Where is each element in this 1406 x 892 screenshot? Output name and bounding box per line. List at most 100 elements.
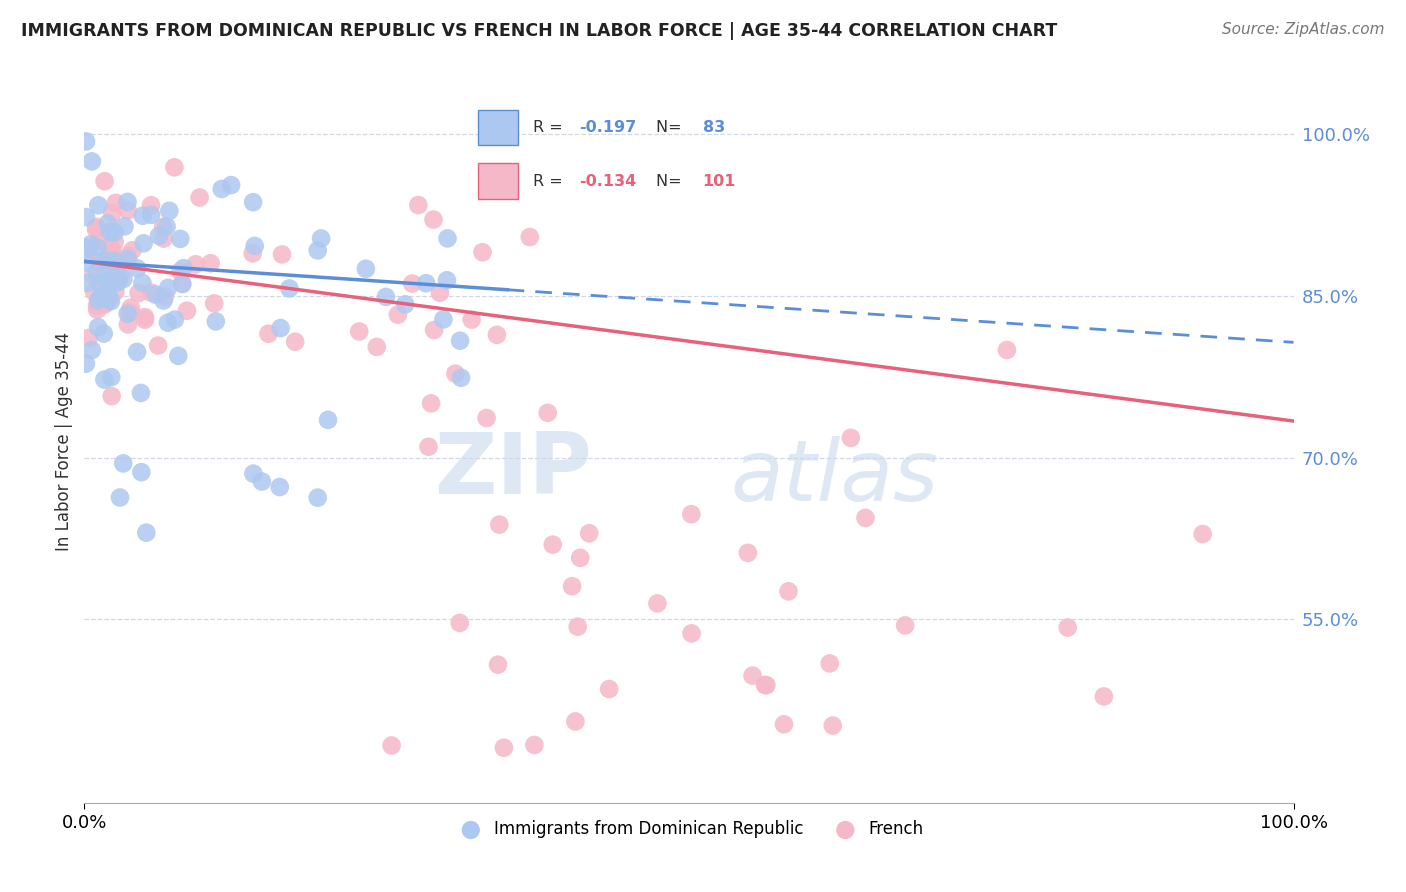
Point bbox=[101, 206, 124, 220]
Point bbox=[103, 253, 125, 268]
Point bbox=[128, 286, 150, 301]
Point bbox=[98, 239, 121, 253]
Point bbox=[127, 261, 149, 276]
Point bbox=[773, 717, 796, 731]
Point bbox=[1092, 690, 1115, 704]
Point bbox=[271, 247, 294, 261]
Point bbox=[117, 249, 139, 263]
Point bbox=[118, 305, 141, 319]
Point bbox=[120, 301, 142, 315]
Point bbox=[100, 370, 122, 384]
Point bbox=[117, 307, 139, 321]
Point bbox=[250, 475, 273, 489]
Point bbox=[354, 261, 377, 276]
Point bbox=[394, 297, 416, 311]
Point bbox=[80, 343, 103, 357]
Point bbox=[97, 257, 120, 271]
Point bbox=[172, 277, 194, 291]
Point bbox=[444, 367, 467, 381]
Point bbox=[145, 287, 167, 301]
Point bbox=[486, 657, 509, 672]
Point bbox=[205, 314, 228, 328]
Point bbox=[112, 272, 135, 286]
Point bbox=[139, 285, 162, 300]
Point bbox=[153, 289, 176, 303]
Point bbox=[163, 312, 186, 326]
Point bbox=[349, 325, 371, 339]
Point bbox=[284, 334, 307, 349]
Point bbox=[87, 320, 110, 334]
Point bbox=[121, 244, 143, 258]
Point bbox=[80, 154, 103, 169]
Point bbox=[86, 302, 108, 317]
Point bbox=[101, 244, 124, 258]
Point bbox=[488, 517, 510, 532]
Point bbox=[117, 252, 139, 266]
Y-axis label: In Labor Force | Age 35-44: In Labor Force | Age 35-44 bbox=[55, 332, 73, 551]
Point bbox=[366, 340, 388, 354]
Point bbox=[420, 396, 443, 410]
Point bbox=[104, 263, 127, 277]
Point bbox=[681, 626, 703, 640]
Point bbox=[77, 331, 100, 345]
Point bbox=[134, 310, 156, 325]
Point bbox=[485, 327, 508, 342]
Point bbox=[155, 219, 177, 234]
Point bbox=[87, 255, 110, 269]
Point bbox=[107, 275, 129, 289]
Point bbox=[93, 326, 115, 341]
Point bbox=[569, 550, 592, 565]
Point bbox=[146, 338, 169, 352]
Point bbox=[436, 231, 458, 245]
Point bbox=[108, 255, 131, 269]
Point bbox=[578, 526, 600, 541]
Point bbox=[460, 312, 482, 326]
Point bbox=[117, 203, 139, 218]
Point bbox=[132, 209, 155, 223]
Point bbox=[93, 296, 115, 310]
Point bbox=[167, 349, 190, 363]
Point bbox=[429, 285, 451, 300]
Point bbox=[141, 208, 163, 222]
Point bbox=[96, 294, 118, 309]
Point bbox=[1191, 527, 1213, 541]
Point bbox=[561, 579, 583, 593]
Legend: Immigrants from Dominican Republic, French: Immigrants from Dominican Republic, Fren… bbox=[447, 814, 931, 845]
Point bbox=[778, 584, 800, 599]
Point bbox=[242, 467, 264, 481]
Point bbox=[86, 219, 108, 234]
Point bbox=[387, 308, 409, 322]
Point bbox=[139, 198, 162, 212]
Point bbox=[104, 195, 127, 210]
Point bbox=[93, 253, 115, 268]
Point bbox=[156, 316, 179, 330]
Point bbox=[75, 255, 97, 269]
Point bbox=[84, 222, 107, 236]
Text: atlas: atlas bbox=[730, 436, 938, 519]
Point bbox=[76, 241, 98, 255]
Point bbox=[537, 406, 560, 420]
Point bbox=[598, 681, 620, 696]
Point bbox=[97, 216, 120, 230]
Point bbox=[307, 491, 329, 505]
Point bbox=[170, 277, 193, 291]
Point bbox=[110, 268, 132, 283]
Point bbox=[242, 195, 264, 210]
Point bbox=[741, 668, 763, 682]
Point bbox=[471, 245, 494, 260]
Point bbox=[163, 161, 186, 175]
Text: IMMIGRANTS FROM DOMINICAN REPUBLIC VS FRENCH IN LABOR FORCE | AGE 35-44 CORRELAT: IMMIGRANTS FROM DOMINICAN REPUBLIC VS FR… bbox=[21, 22, 1057, 40]
Point bbox=[523, 738, 546, 752]
Point bbox=[112, 457, 135, 471]
Point bbox=[100, 294, 122, 309]
Point bbox=[821, 718, 844, 732]
Point bbox=[449, 334, 471, 348]
Point bbox=[257, 326, 280, 341]
Point bbox=[104, 285, 127, 299]
Point bbox=[89, 234, 111, 248]
Point bbox=[77, 244, 100, 259]
Point bbox=[755, 678, 778, 692]
Point bbox=[96, 273, 118, 287]
Point bbox=[647, 596, 669, 610]
Point bbox=[307, 244, 329, 258]
